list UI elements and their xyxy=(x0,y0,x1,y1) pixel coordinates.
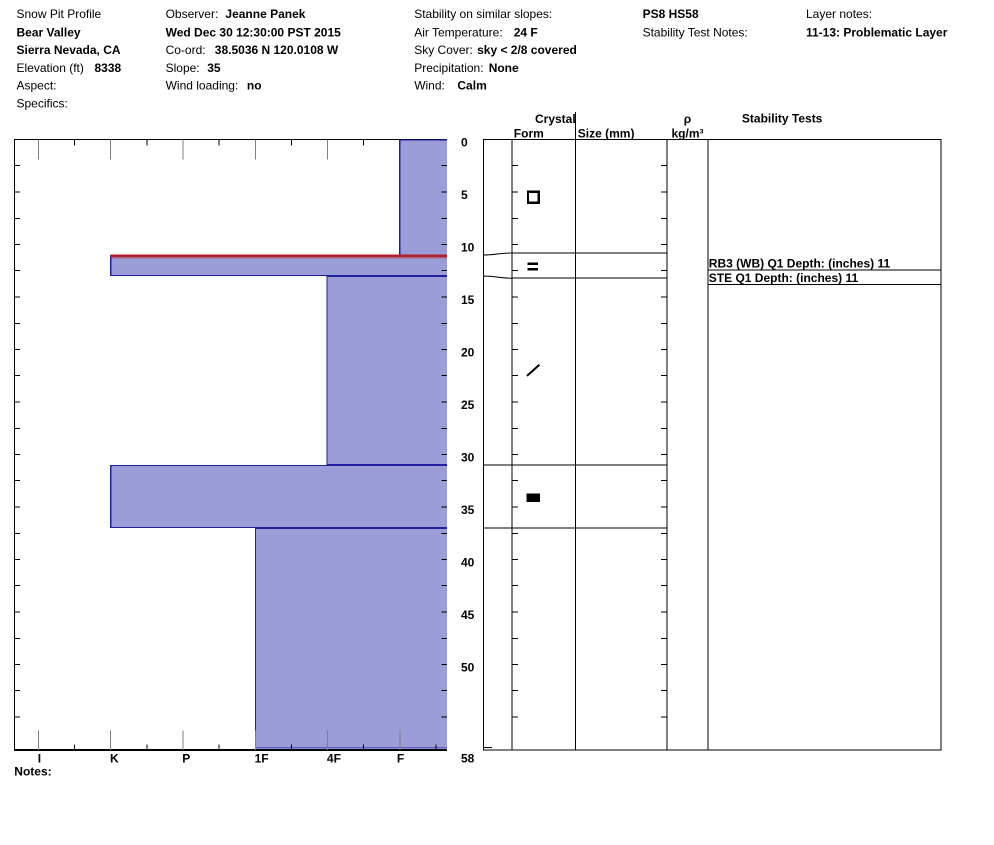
svg-text:20: 20 xyxy=(461,346,475,360)
svg-text:P: P xyxy=(182,752,190,766)
svg-text:40: 40 xyxy=(461,556,475,570)
svg-text:Sky Cover:: Sky Cover: xyxy=(414,43,473,57)
svg-text:Stability Test Notes:: Stability Test Notes: xyxy=(643,25,748,39)
svg-text:Layer notes:: Layer notes: xyxy=(806,7,872,21)
svg-text:Notes:: Notes: xyxy=(14,765,51,779)
svg-text:0: 0 xyxy=(461,136,468,150)
svg-text:Precipitation:: Precipitation: xyxy=(414,61,483,75)
svg-text:F: F xyxy=(397,752,404,766)
svg-text:Size (mm): Size (mm) xyxy=(578,126,635,140)
svg-text:Bear Valley: Bear Valley xyxy=(17,25,81,39)
svg-text:Stability on similar slopes:: Stability on similar slopes: xyxy=(414,7,552,21)
svg-text:sky < 2/8 covered: sky < 2/8 covered xyxy=(477,43,577,57)
svg-text:PS8 HS58: PS8 HS58 xyxy=(643,7,699,21)
svg-text:STE Q1 Depth: (inches) 11: STE Q1 Depth: (inches) 11 xyxy=(709,271,859,285)
svg-text:Slope:: Slope: xyxy=(166,61,200,75)
svg-text:Sierra Nevada, CA: Sierra Nevada, CA xyxy=(17,43,121,57)
svg-text:5: 5 xyxy=(461,188,468,202)
svg-text:25: 25 xyxy=(461,398,475,412)
svg-text:15: 15 xyxy=(461,293,475,307)
svg-text:4F: 4F xyxy=(327,752,341,766)
svg-text:Calm: Calm xyxy=(457,78,486,92)
svg-text:Wind:: Wind: xyxy=(414,78,445,92)
svg-text:Air Temperature:: Air Temperature: xyxy=(414,25,502,39)
svg-text:35: 35 xyxy=(461,503,475,517)
svg-text:50: 50 xyxy=(461,661,475,675)
svg-text:35: 35 xyxy=(207,61,221,75)
svg-text:8338: 8338 xyxy=(95,61,122,75)
svg-text:kg/m³: kg/m³ xyxy=(671,126,703,140)
svg-text:10: 10 xyxy=(461,241,475,255)
svg-text:Stability Tests: Stability Tests xyxy=(742,111,823,125)
svg-text:1F: 1F xyxy=(255,752,269,766)
svg-text:58: 58 xyxy=(461,751,475,765)
svg-text:38.5036 N 120.0108 W: 38.5036 N 120.0108 W xyxy=(215,43,339,57)
svg-text:Wed Dec 30 12:30:00 PST 2015: Wed Dec 30 12:30:00 PST 2015 xyxy=(166,25,342,39)
svg-text:45: 45 xyxy=(461,608,475,622)
svg-text:30: 30 xyxy=(461,451,475,465)
svg-text:Aspect:: Aspect: xyxy=(17,78,57,92)
svg-text:Specifics:: Specifics: xyxy=(17,96,68,110)
svg-text:I: I xyxy=(38,752,41,766)
svg-text:24 F: 24 F xyxy=(514,25,538,39)
svg-text:Co-ord:: Co-ord: xyxy=(166,43,206,57)
svg-text:ρ: ρ xyxy=(684,112,691,126)
svg-text:Observer:: Observer: xyxy=(166,7,219,21)
svg-text:Jeanne Panek: Jeanne Panek xyxy=(225,7,305,21)
svg-text:no: no xyxy=(247,78,262,92)
svg-text:Elevation (ft): Elevation (ft) xyxy=(17,61,84,75)
svg-text:None: None xyxy=(489,61,519,75)
svg-text:K: K xyxy=(110,752,119,766)
svg-text:RB3 (WB) Q1 Depth: (inches) 11: RB3 (WB) Q1 Depth: (inches) 11 xyxy=(709,257,891,271)
svg-text:Form: Form xyxy=(514,126,544,140)
svg-text:Crystal: Crystal xyxy=(535,112,576,126)
svg-text:11-13: Problematic Layer: 11-13: Problematic Layer xyxy=(806,25,948,39)
svg-text:Wind loading:: Wind loading: xyxy=(166,78,239,92)
svg-text:Snow Pit Profile: Snow Pit Profile xyxy=(17,7,102,21)
